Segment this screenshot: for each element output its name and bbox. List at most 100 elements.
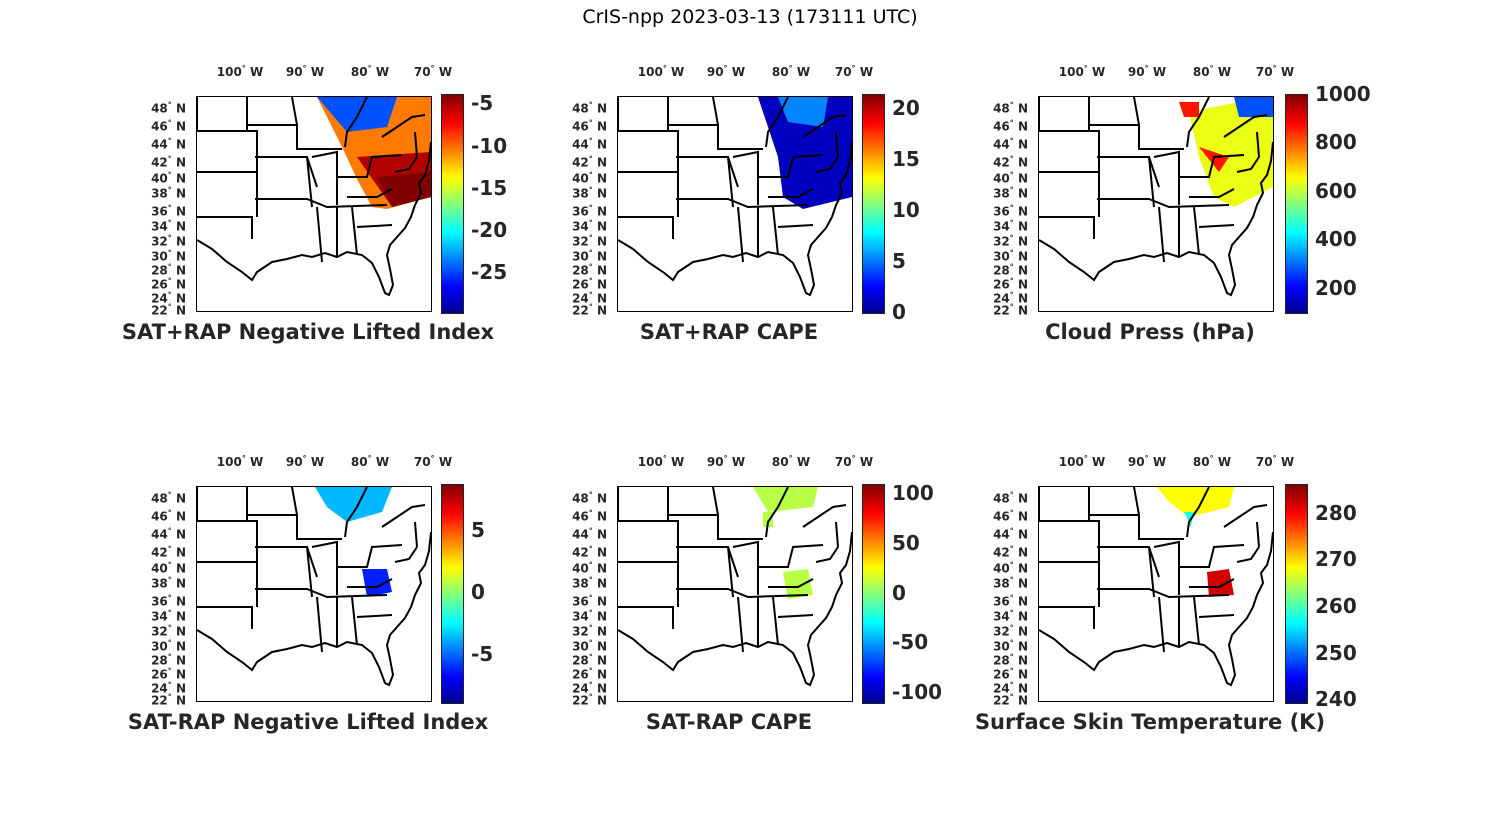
lat-suffix: N: [175, 509, 186, 524]
lat-tick-label: 34° N: [993, 218, 1028, 234]
lat-tick-label: 34° N: [151, 218, 186, 234]
lat-tick-label: 48° N: [572, 490, 607, 506]
lat-suffix: N: [175, 234, 186, 249]
lon-suffix: W: [859, 455, 874, 469]
lat-tick-label: 22° N: [993, 692, 1028, 708]
lat-tick-label: 26° N: [572, 276, 607, 292]
lat-tick-label: 24° N: [993, 680, 1028, 696]
lat-tick-label: 38° N: [993, 185, 1028, 201]
lat-tick-label: 26° N: [151, 276, 186, 292]
colorbar-tick-label: 270: [1315, 547, 1357, 572]
lat-suffix: N: [1017, 291, 1028, 306]
lat-tick-label: 32° N: [572, 623, 607, 639]
lat-tick-label: 24° N: [993, 290, 1028, 306]
lat-suffix: N: [175, 576, 186, 591]
colorbar-tick-label: -25: [471, 260, 508, 285]
data-swath: [1157, 487, 1234, 517]
lat-suffix: N: [596, 119, 607, 134]
lon-value: 100: [637, 455, 663, 469]
map-canvas: [618, 487, 852, 687]
lat-value: 44: [151, 527, 168, 542]
lat-suffix: N: [596, 137, 607, 152]
colorbar-tick-label: -15: [471, 175, 508, 200]
lat-value: 38: [151, 576, 168, 591]
lat-tick-label: 44° N: [151, 526, 186, 542]
lon-suffix: W: [250, 65, 264, 79]
lat-tick-label: 32° N: [151, 233, 186, 249]
lat-tick-label: 36° N: [572, 203, 607, 219]
lat-value: 40: [572, 561, 589, 576]
lat-tick-label: 36° N: [993, 203, 1028, 219]
state-borders: [618, 487, 847, 653]
lat-tick-label: 36° N: [993, 593, 1028, 609]
lat-suffix: N: [596, 594, 607, 609]
lat-value: 22: [993, 303, 1010, 318]
lat-suffix: N: [1017, 137, 1028, 152]
lon-tick-label: 100° W: [1058, 454, 1106, 469]
lon-value: 80: [771, 455, 789, 469]
lat-suffix: N: [175, 171, 186, 186]
lat-value: 38: [993, 576, 1010, 591]
lon-suffix: W: [1280, 455, 1295, 469]
lat-value: 42: [993, 155, 1010, 170]
lat-suffix: N: [1017, 155, 1028, 170]
lat-value: 36: [993, 204, 1010, 219]
lat-value: 46: [151, 119, 168, 134]
lat-suffix: N: [175, 249, 186, 264]
lat-tick-label: 28° N: [572, 652, 607, 668]
lon-value: 70: [834, 455, 852, 469]
data-swath: [1234, 97, 1273, 117]
lat-tick-label: 44° N: [572, 526, 607, 542]
lat-suffix: N: [596, 263, 607, 278]
lat-value: 34: [993, 219, 1010, 234]
lat-value: 22: [151, 693, 168, 708]
lon-tick-label: 80° W: [1192, 454, 1232, 469]
data-swath: [1184, 512, 1194, 527]
lon-tick-label: 70° W: [413, 64, 453, 79]
lat-tick-label: 46° N: [993, 118, 1028, 134]
map-axes: [1038, 486, 1274, 702]
lat-value: 30: [572, 249, 589, 264]
lon-suffix: W: [859, 65, 874, 79]
colorbar-tick-label: 250: [1315, 640, 1357, 665]
lon-tick-label: 90° W: [706, 64, 746, 79]
lon-suffix: W: [1217, 455, 1232, 469]
lon-tick-label: 90° W: [1127, 454, 1167, 469]
lon-value: 90: [706, 65, 724, 79]
lon-tick-label: 100° W: [1058, 64, 1106, 79]
lon-value: 100: [1058, 455, 1084, 469]
lat-suffix: N: [596, 277, 607, 292]
panel-title: SAT-RAP CAPE: [645, 710, 813, 734]
lon-suffix: W: [250, 455, 264, 469]
coastline: [1039, 141, 1273, 297]
lat-suffix: N: [596, 576, 607, 591]
colorbar: [1285, 484, 1308, 704]
lon-value: 90: [1127, 65, 1145, 79]
lon-value: 100: [216, 65, 242, 79]
lat-suffix: N: [596, 545, 607, 560]
lat-suffix: N: [175, 155, 186, 170]
lon-suffix: W: [1092, 65, 1106, 79]
lat-value: 44: [572, 137, 589, 152]
lat-tick-label: 36° N: [572, 593, 607, 609]
lat-value: 22: [151, 303, 168, 318]
lon-suffix: W: [1152, 455, 1167, 469]
map-canvas: [1039, 487, 1273, 687]
map-canvas: [197, 487, 431, 687]
lat-suffix: N: [1017, 693, 1028, 708]
lat-suffix: N: [175, 667, 186, 682]
lat-value: 38: [151, 186, 168, 201]
colorbar-tick-label: 1000: [1315, 82, 1371, 106]
lat-tick-label: 34° N: [572, 608, 607, 624]
lat-suffix: N: [175, 653, 186, 668]
lat-value: 22: [572, 693, 589, 708]
lat-suffix: N: [596, 639, 607, 654]
lat-value: 26: [151, 667, 168, 682]
lat-tick-label: 26° N: [993, 666, 1028, 682]
lat-value: 42: [151, 155, 168, 170]
lat-suffix: N: [175, 681, 186, 696]
state-borders: [197, 97, 426, 263]
lat-tick-label: 38° N: [993, 575, 1028, 591]
lat-value: 30: [151, 249, 168, 264]
lat-suffix: N: [175, 624, 186, 639]
